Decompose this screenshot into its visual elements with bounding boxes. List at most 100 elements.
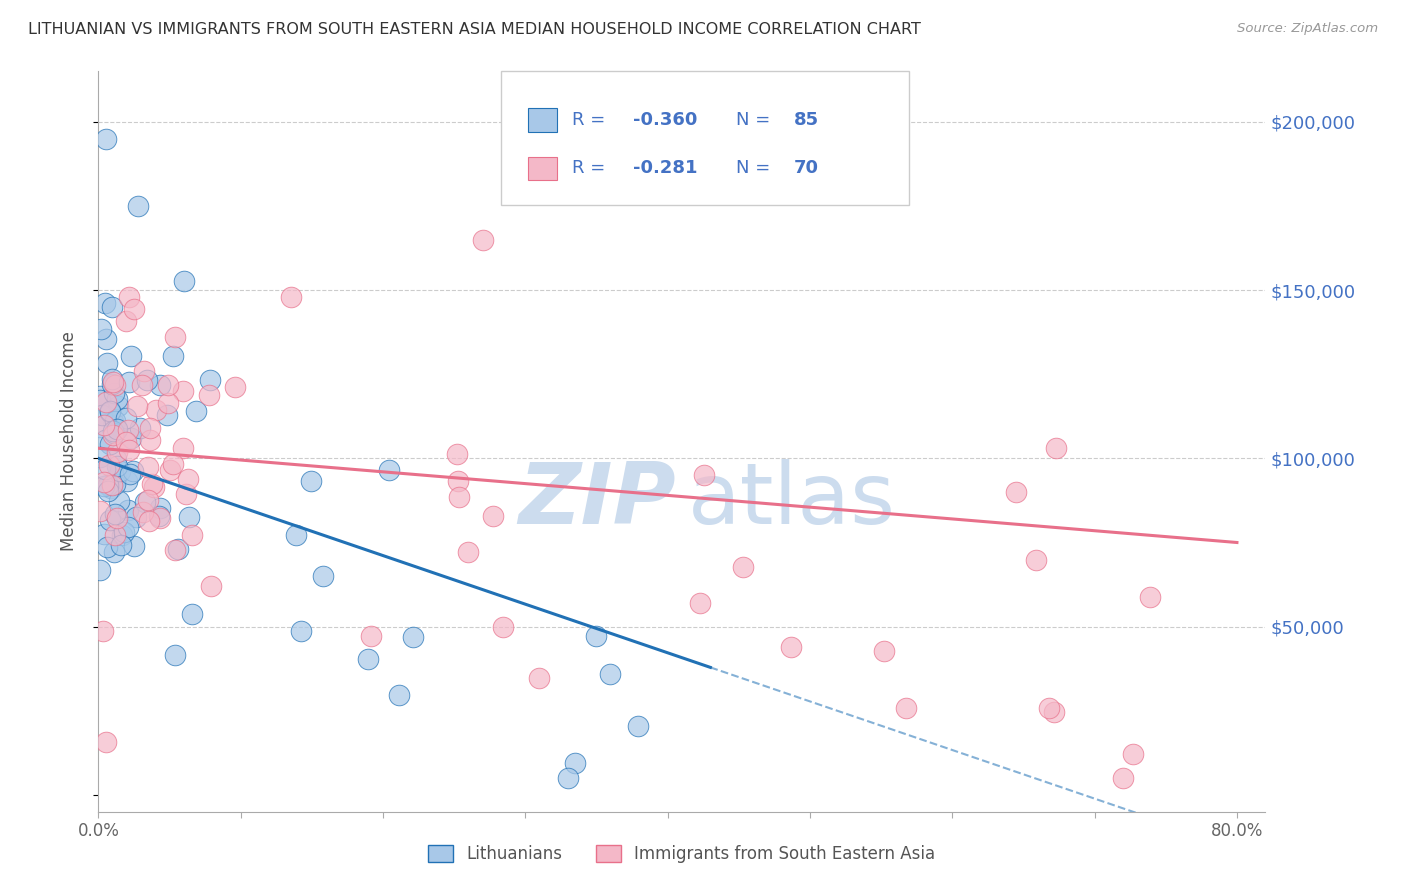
Point xyxy=(103,425,125,440)
Point xyxy=(101,376,124,391)
Point xyxy=(529,671,551,685)
Point xyxy=(148,508,170,523)
Text: 85: 85 xyxy=(794,112,820,129)
Text: -0.360: -0.360 xyxy=(633,112,697,129)
Point xyxy=(132,505,155,519)
Point xyxy=(97,458,120,472)
Point xyxy=(134,495,156,509)
Point xyxy=(165,330,187,344)
Point xyxy=(186,403,208,417)
Point xyxy=(138,514,160,528)
Point xyxy=(157,377,180,392)
Point xyxy=(101,478,124,492)
Point xyxy=(104,528,127,542)
Point xyxy=(173,441,195,455)
Point xyxy=(97,478,120,492)
Point xyxy=(96,734,118,748)
Point xyxy=(89,393,111,408)
Point xyxy=(105,451,128,466)
Point xyxy=(167,541,190,556)
Text: -0.281: -0.281 xyxy=(633,160,697,178)
Text: R =: R = xyxy=(572,112,612,129)
Point xyxy=(103,385,125,400)
Point xyxy=(135,374,157,388)
Point xyxy=(447,474,470,488)
Point xyxy=(101,428,124,442)
Point xyxy=(145,402,167,417)
Point xyxy=(114,435,136,450)
Point xyxy=(180,528,202,542)
Point xyxy=(280,290,302,304)
Point xyxy=(200,579,222,593)
Y-axis label: Median Household Income: Median Household Income xyxy=(59,332,77,551)
Point xyxy=(110,538,132,552)
Point xyxy=(105,445,128,459)
Point xyxy=(149,378,172,392)
Point xyxy=(284,527,307,541)
Point xyxy=(107,392,129,406)
Point xyxy=(101,300,124,314)
Point xyxy=(96,332,118,346)
Point xyxy=(1025,553,1047,567)
Point xyxy=(1005,485,1028,500)
Point xyxy=(122,539,145,553)
Point xyxy=(779,640,801,654)
Point xyxy=(165,648,187,662)
Point xyxy=(143,479,166,493)
Point xyxy=(94,433,117,447)
Point xyxy=(159,463,181,477)
Text: N =: N = xyxy=(735,112,776,129)
Point xyxy=(120,350,142,364)
Point xyxy=(136,460,159,475)
Point xyxy=(360,629,382,643)
Point xyxy=(127,199,149,213)
Point xyxy=(105,459,128,474)
Point xyxy=(118,290,141,304)
Point xyxy=(136,492,159,507)
FancyBboxPatch shape xyxy=(527,109,557,132)
Text: R =: R = xyxy=(572,160,612,178)
Point xyxy=(103,544,125,558)
Point xyxy=(117,423,139,437)
Point xyxy=(125,509,148,524)
Point xyxy=(122,464,145,478)
Point xyxy=(96,395,118,409)
Point xyxy=(103,415,125,429)
Point xyxy=(557,771,579,785)
Text: 70: 70 xyxy=(794,160,818,178)
Point xyxy=(157,396,180,410)
Text: N =: N = xyxy=(735,160,776,178)
Point xyxy=(149,501,172,516)
Point xyxy=(100,481,122,495)
Point xyxy=(131,377,153,392)
Point xyxy=(139,433,162,447)
Point xyxy=(357,652,380,666)
Point xyxy=(120,467,142,481)
Point xyxy=(693,467,716,482)
Text: LITHUANIAN VS IMMIGRANTS FROM SOUTH EASTERN ASIA MEDIAN HOUSEHOLD INCOME CORRELA: LITHUANIAN VS IMMIGRANTS FROM SOUTH EAST… xyxy=(28,22,921,37)
Point xyxy=(118,376,141,390)
Point xyxy=(107,493,129,508)
Point xyxy=(290,624,312,638)
Point xyxy=(98,437,121,451)
Point xyxy=(149,510,172,524)
Point xyxy=(118,442,141,457)
Point xyxy=(172,384,194,399)
Point xyxy=(91,408,114,422)
Point xyxy=(177,509,200,524)
Point xyxy=(312,568,335,582)
Point xyxy=(299,475,322,489)
Point xyxy=(162,349,184,363)
Point xyxy=(1139,590,1161,604)
Point xyxy=(94,461,117,475)
Point xyxy=(165,542,187,557)
Point xyxy=(89,563,111,577)
Point xyxy=(224,380,246,394)
Point xyxy=(98,513,121,527)
Point xyxy=(181,607,204,621)
Point xyxy=(97,484,120,499)
Point xyxy=(378,463,401,477)
Point xyxy=(89,389,111,403)
Point xyxy=(117,519,139,533)
Point xyxy=(1112,771,1135,785)
